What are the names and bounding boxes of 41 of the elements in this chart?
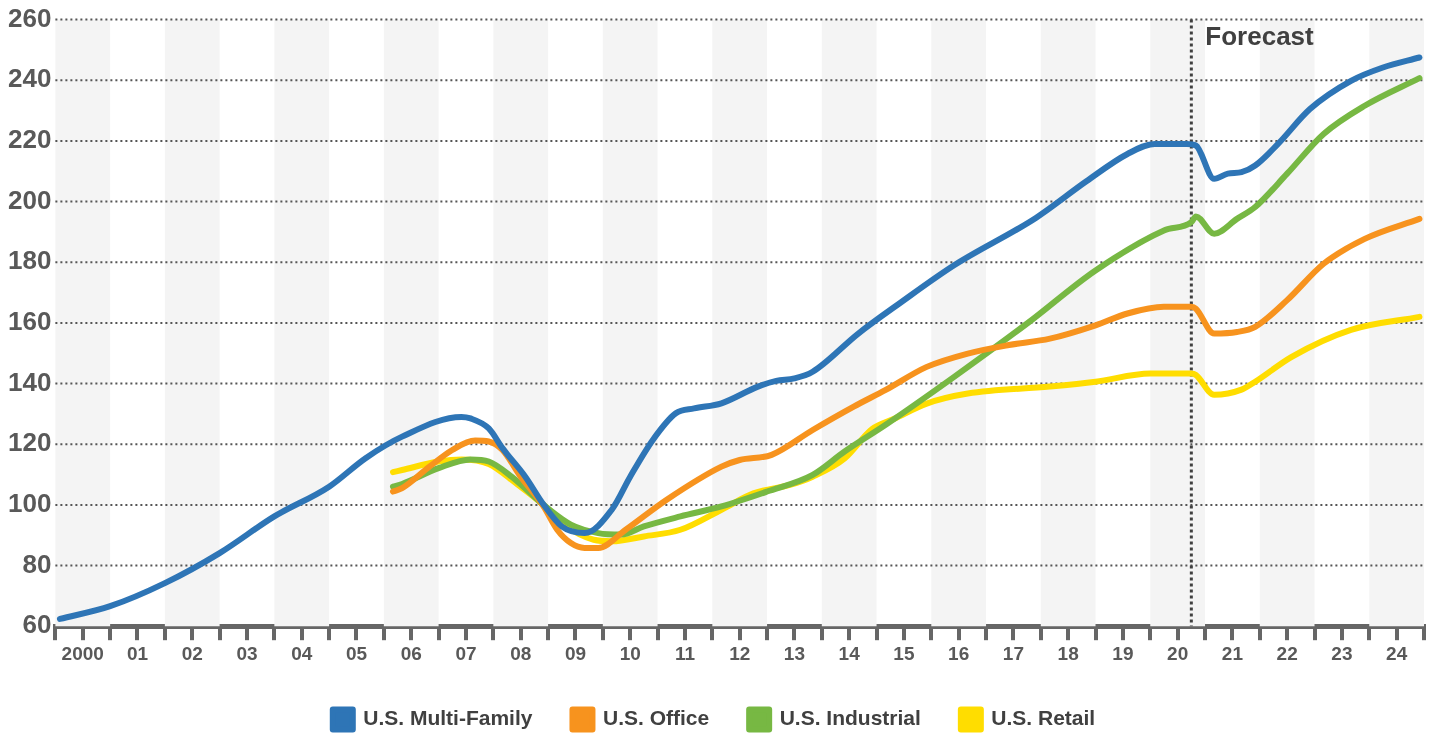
ref-line-label: Forecast <box>1205 20 1315 51</box>
x-tick-label: 07 <box>455 642 477 664</box>
y-tick-label: 160 <box>7 306 52 337</box>
legend-label: U.S. Retail <box>991 706 1096 730</box>
x-tick-label: 06 <box>400 642 422 664</box>
x-tick-label: 16 <box>948 642 970 664</box>
y-tick-label: 200 <box>7 184 52 215</box>
x-tick-label: 13 <box>783 642 806 664</box>
y-tick-label: 140 <box>7 366 52 397</box>
x-tick-label: 18 <box>1057 642 1079 664</box>
x-tick-label: 17 <box>1002 642 1024 664</box>
x-tick-label: 01 <box>126 642 149 664</box>
legend-label: U.S. Industrial <box>779 706 921 730</box>
x-tick-label: 21 <box>1221 642 1244 664</box>
y-tick-label: 240 <box>7 63 52 94</box>
x-tick-label: 15 <box>893 642 915 664</box>
x-tick-label: 11 <box>674 642 696 664</box>
x-tick-label: 14 <box>838 642 861 664</box>
x-tick-label: 10 <box>619 642 641 664</box>
legend-label: U.S. Office <box>602 706 710 730</box>
x-tick-label: 04 <box>291 642 313 664</box>
x-tick-label: 05 <box>345 642 368 664</box>
y-tick-label: 100 <box>7 488 52 519</box>
x-tick-label: 12 <box>729 642 751 664</box>
y-tick-label: 180 <box>7 245 52 276</box>
x-tick-label: 08 <box>510 642 532 664</box>
x-tick-label: 23 <box>1331 642 1353 664</box>
x-tick-label: 19 <box>1112 642 1134 664</box>
y-tick-label: 60 <box>22 609 52 640</box>
y-tick-label: 120 <box>7 427 52 458</box>
x-tick-label: 2000 <box>61 642 104 664</box>
y-tick-label: 220 <box>7 124 52 155</box>
x-tick-label: 02 <box>181 642 203 664</box>
x-tick-label: 09 <box>564 642 587 664</box>
y-tick-label: 260 <box>7 2 52 33</box>
y-tick-label: 80 <box>22 548 52 579</box>
x-tick-label: 20 <box>1167 642 1189 664</box>
x-tick-label: 03 <box>236 642 258 664</box>
x-tick-label: 22 <box>1276 642 1298 664</box>
x-tick-label: 24 <box>1386 642 1408 664</box>
legend-label: U.S. Multi-Family <box>363 706 533 730</box>
